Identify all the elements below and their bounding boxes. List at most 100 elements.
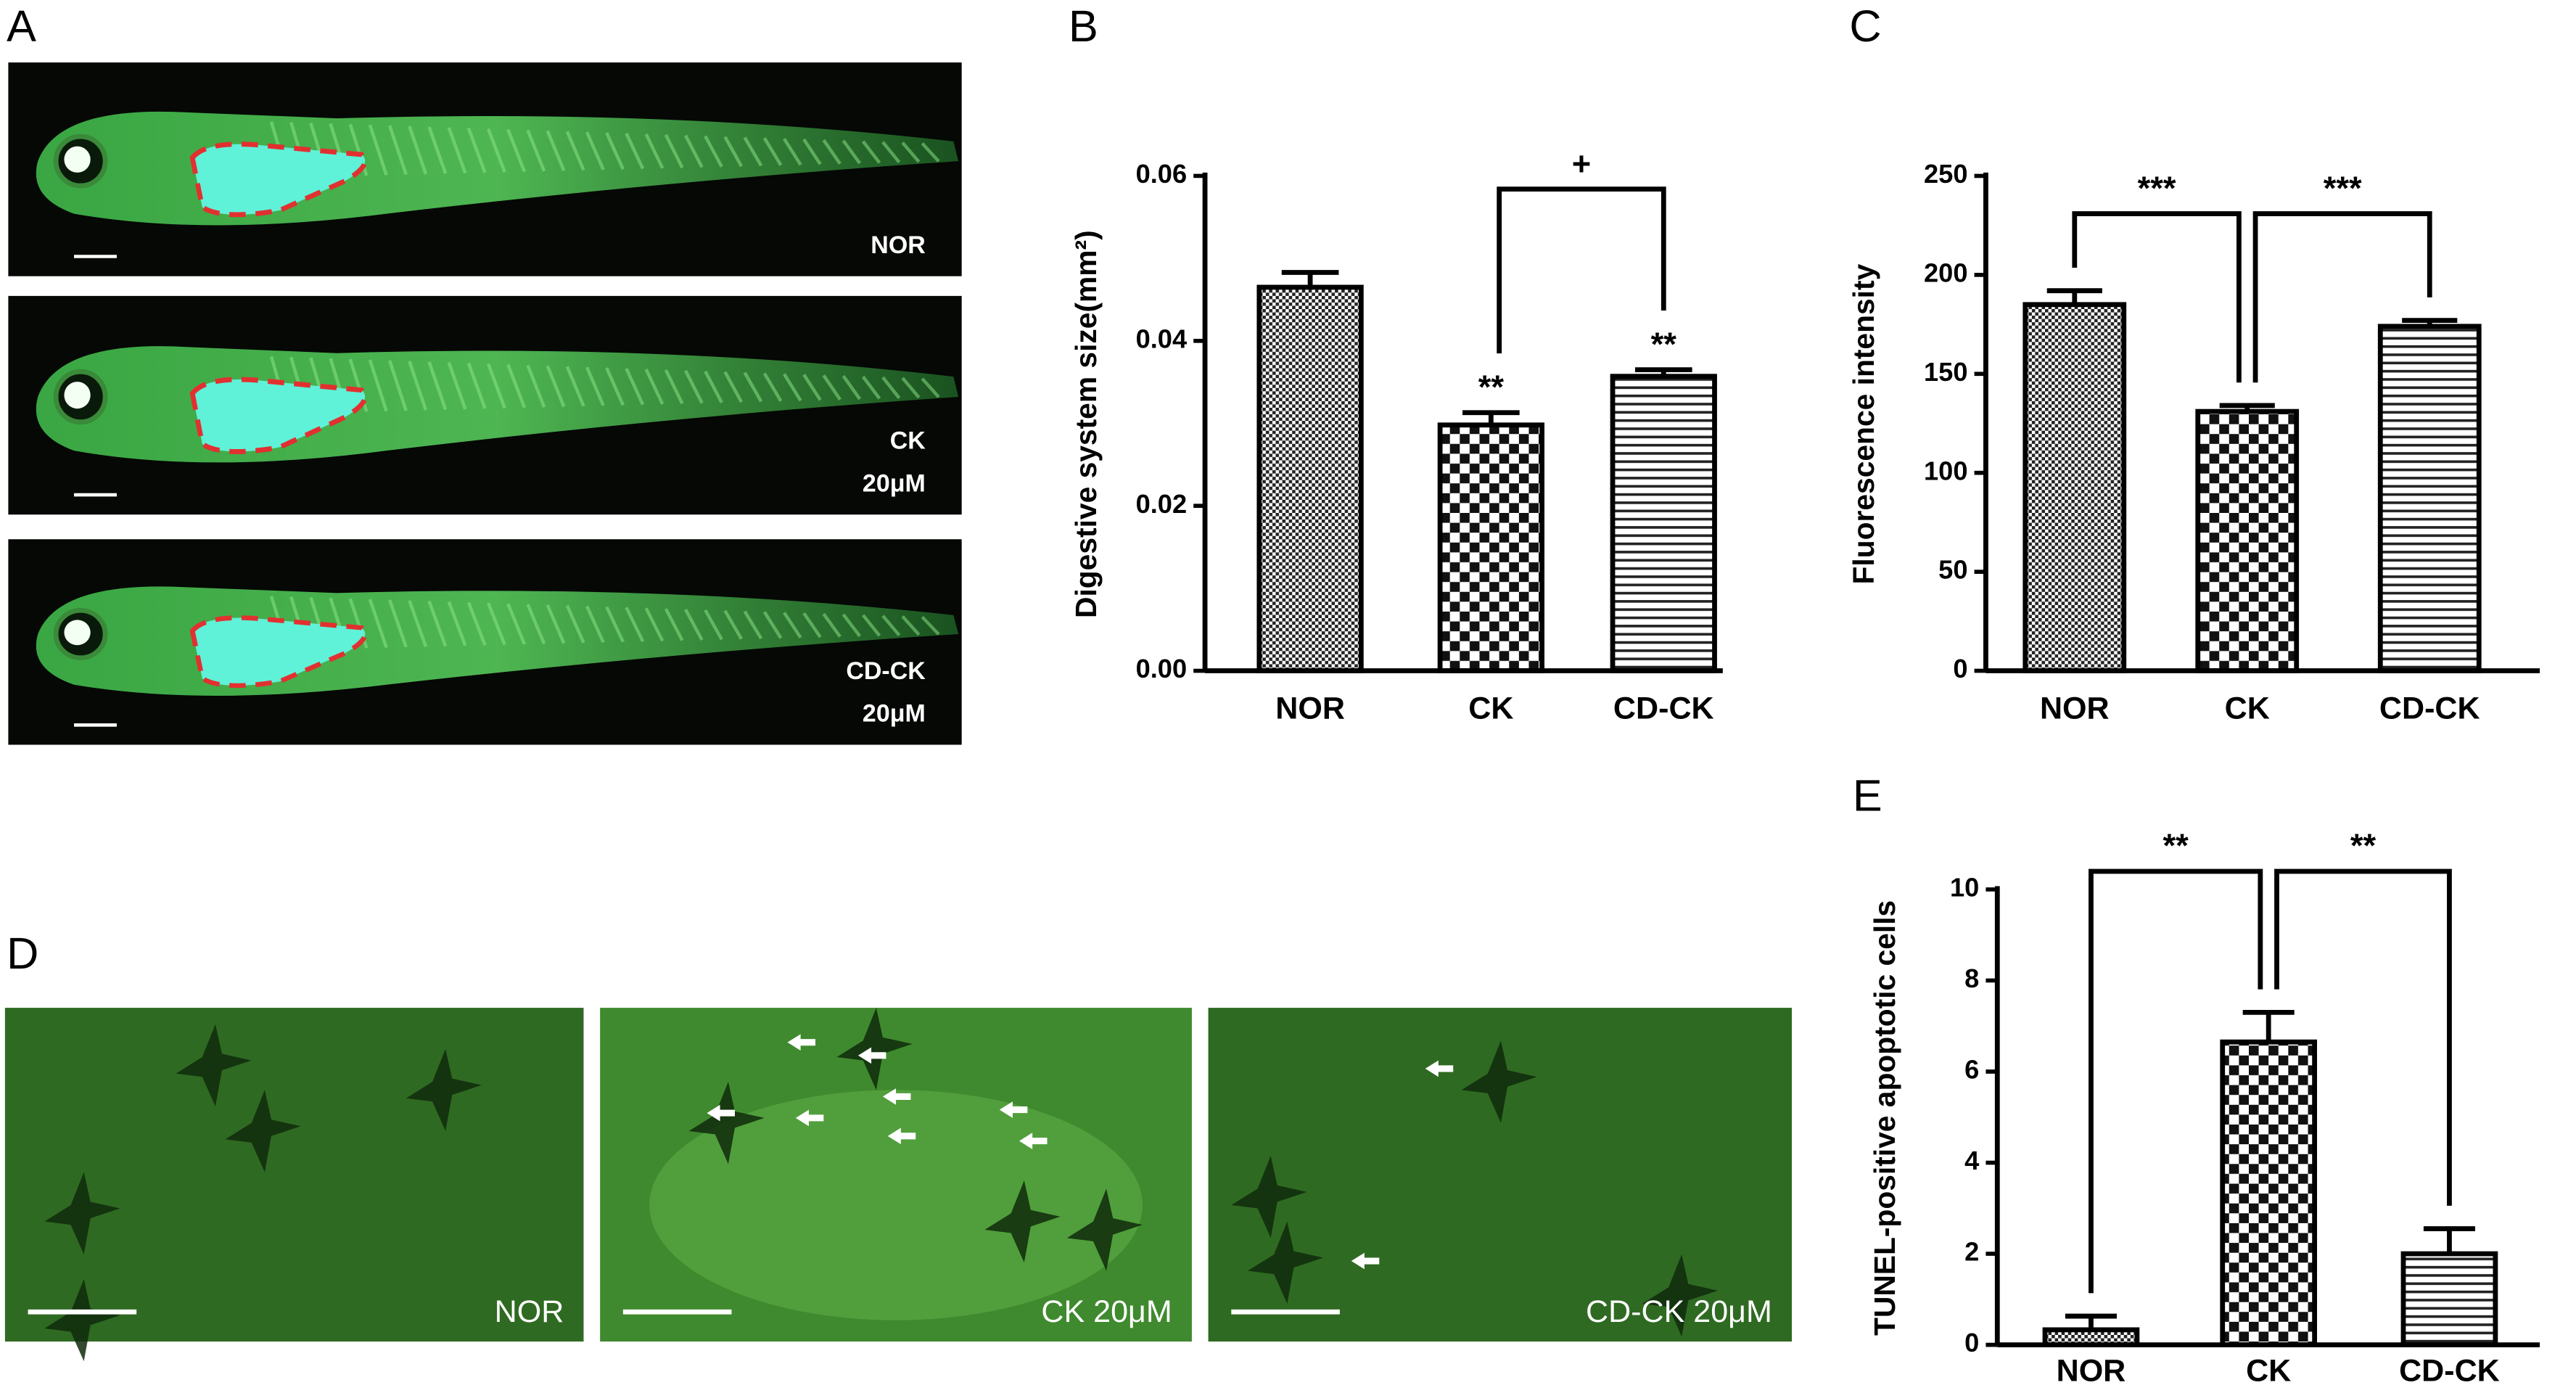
fish-segment <box>822 374 841 401</box>
x-tick-label: CK <box>1468 691 1513 726</box>
significance-mark: ** <box>1651 326 1677 363</box>
fish-segment <box>526 604 546 645</box>
fish-segment <box>387 125 408 176</box>
fish-segment <box>585 131 605 170</box>
bar <box>2195 408 2300 673</box>
dark-cell <box>44 1278 120 1362</box>
fish <box>36 586 959 696</box>
arrow <box>707 1104 735 1122</box>
x-tick-label: NOR <box>1275 691 1345 726</box>
fish-segment <box>387 360 408 411</box>
fish-segment <box>605 132 625 170</box>
panel-letter: A <box>7 1 36 51</box>
fish-image: NOR <box>8 62 962 276</box>
fish-segment <box>408 126 428 175</box>
bar <box>2400 1251 2498 1348</box>
y-tick-label: 200 <box>1924 258 1967 287</box>
image-label: CK <box>890 427 926 455</box>
tissue-image: CD-CK 20μM <box>1208 1008 1793 1342</box>
fish-eye-glint <box>64 620 91 646</box>
fish-segment <box>526 364 546 408</box>
comparison-label: ** <box>2350 827 2377 864</box>
fish-segment <box>723 136 744 168</box>
fish <box>36 346 959 463</box>
fish-segment <box>585 605 605 644</box>
fish-segment <box>901 377 921 399</box>
panel-letter: C <box>1849 1 1881 51</box>
fish-segment <box>723 371 744 403</box>
dark-cell <box>176 1024 252 1107</box>
x-tick-label: CK <box>2225 691 2270 726</box>
fish-segment <box>625 607 645 642</box>
dark-cell <box>688 1082 765 1164</box>
y-tick-label: 250 <box>1924 159 1967 189</box>
arrow <box>787 1034 816 1051</box>
y-tick-label: 50 <box>1938 555 1967 585</box>
fish-segment <box>664 608 684 641</box>
fish-segment <box>783 373 802 402</box>
fish-segment <box>644 607 664 642</box>
panel-letter: B <box>1069 1 1098 51</box>
fish-segment <box>466 362 487 410</box>
bar <box>1256 284 1364 673</box>
dark-cell <box>984 1180 1061 1263</box>
fish-segment <box>408 361 428 411</box>
fish-segment <box>486 128 506 173</box>
fish-segment <box>486 363 506 409</box>
y-tick-label: 0.06 <box>1136 159 1188 189</box>
fish-segment <box>427 126 448 175</box>
dark-cell <box>836 1008 913 1090</box>
y-tick-label: 0 <box>1953 654 1967 683</box>
arrow <box>1019 1133 1048 1149</box>
fish-eye-glint <box>64 382 91 409</box>
fish-segment <box>447 127 467 174</box>
fish-segment <box>921 142 940 163</box>
fish-segment <box>841 613 862 638</box>
comparison-bracket <box>2252 211 2432 383</box>
fish-segment <box>466 601 487 646</box>
digestive-region <box>189 141 368 218</box>
y-tick-label: 6 <box>1964 1055 1979 1085</box>
fish-segment <box>605 606 625 643</box>
digestive-region <box>189 615 368 689</box>
dark-cell <box>406 1048 482 1132</box>
fish-segment <box>427 600 448 647</box>
fish-segment <box>901 141 921 163</box>
fish-segment <box>408 600 428 647</box>
fish-segment <box>506 603 527 645</box>
fish-segment <box>762 611 783 639</box>
fish-segment <box>625 133 645 170</box>
y-tick-label: 0.04 <box>1136 324 1188 353</box>
image-label: NOR <box>871 231 926 259</box>
dark-cell <box>1066 1188 1143 1271</box>
image-label: 20μM <box>863 469 926 497</box>
panel-letter: D <box>7 929 38 978</box>
fish-segment <box>683 608 704 641</box>
y-tick-label: 10 <box>1950 872 1979 902</box>
fish-segment <box>861 614 881 637</box>
fish <box>36 111 959 226</box>
dark-cell <box>225 1090 301 1172</box>
fish-segment <box>841 374 862 400</box>
fish-segment <box>822 612 841 638</box>
bar <box>2220 1039 2318 1348</box>
fish-segment <box>704 135 723 168</box>
x-tick-label: CD-CK <box>1613 691 1714 726</box>
fish-segment <box>546 365 566 408</box>
fish-segment <box>743 136 763 167</box>
comparison-bracket <box>2072 211 2242 383</box>
fish-segment <box>387 599 408 648</box>
fish-segment <box>506 363 527 408</box>
tissue-image: CK 20μM <box>600 1008 1192 1342</box>
y-tick-label: 2 <box>1964 1237 1979 1267</box>
bar <box>1610 374 1717 673</box>
fish-segment <box>644 133 664 169</box>
fish-segment <box>466 127 487 173</box>
image-label: CK 20μM <box>1041 1294 1172 1329</box>
y-tick-label: 0.02 <box>1136 489 1188 519</box>
tissue-image: NOR <box>4 1008 584 1362</box>
comparison-bracket <box>2274 868 2452 1206</box>
y-axis-label: Fluorescence intensity <box>1847 263 1880 584</box>
fish-segment <box>704 370 723 403</box>
